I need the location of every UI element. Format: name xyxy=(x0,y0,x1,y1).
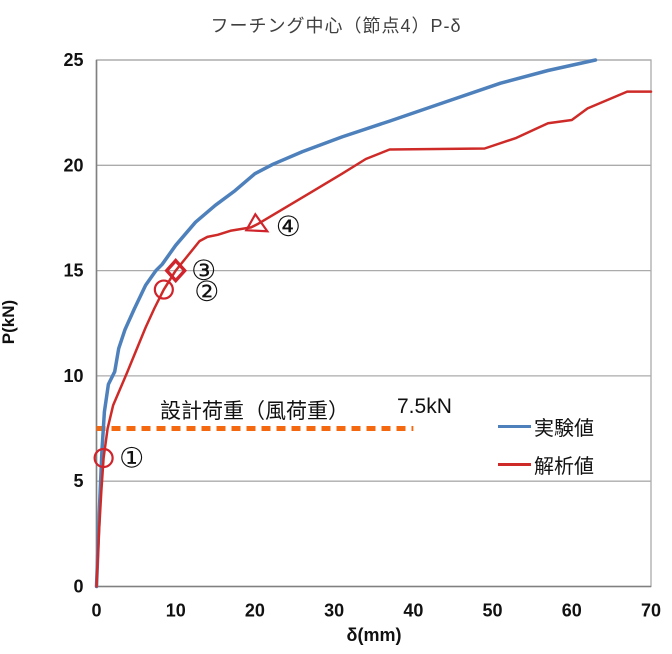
legend-item-analysis: 解析値 xyxy=(498,445,594,483)
y-tick-label-0: 0 xyxy=(73,577,83,597)
x-tick-label-40: 40 xyxy=(403,601,423,621)
x-tick-label-70: 70 xyxy=(641,601,661,621)
legend-line-analysis xyxy=(498,462,531,466)
y-tick-label-10: 10 xyxy=(63,366,83,386)
series-line-experimental xyxy=(94,58,598,589)
marker-circle-1 xyxy=(93,447,114,469)
plot-border xyxy=(95,59,652,588)
y-tick-label-20: 20 xyxy=(63,155,83,175)
marker-number-label-4: ④ xyxy=(276,210,301,243)
marker-number-label-2: ② xyxy=(194,275,219,308)
chart-title: フーチング中心（節点4）P-δ xyxy=(210,16,462,36)
x-tick-label-20: 20 xyxy=(245,601,265,621)
legend-label-analysis: 解析値 xyxy=(534,455,594,478)
x-tick-label-50: 50 xyxy=(483,601,503,621)
y-axis-title: P(kN) xyxy=(0,299,18,345)
x-axis-title: δ(mm) xyxy=(346,625,402,645)
x-tick-label-0: 0 xyxy=(91,601,101,621)
marker-circle-2 xyxy=(153,279,174,300)
y-tick-label-15: 15 xyxy=(63,261,83,281)
legend-item-experimental: 実験値 xyxy=(498,407,594,445)
marker-diamond-3 xyxy=(164,258,188,284)
y-tick-label-25: 25 xyxy=(63,50,83,70)
marker-number-label-1: ① xyxy=(119,442,144,475)
x-tick-label-10: 10 xyxy=(166,601,186,621)
y-tick-label-5: 5 xyxy=(73,471,83,491)
series-line-analysis xyxy=(95,90,653,588)
x-tick-label-60: 60 xyxy=(562,601,582,621)
x-tick-label-30: 30 xyxy=(324,601,344,621)
legend-label-experimental: 実験値 xyxy=(534,417,594,440)
marker-triangle-4 xyxy=(244,212,270,233)
legend: 実験値 解析値 xyxy=(498,407,594,483)
design-load-value: 7.5kN xyxy=(397,395,452,418)
legend-line-experimental xyxy=(498,424,531,428)
design-load-annotation: 設計荷重（風荷重） xyxy=(160,400,349,423)
marker-number-label-3: ③ xyxy=(191,254,216,287)
